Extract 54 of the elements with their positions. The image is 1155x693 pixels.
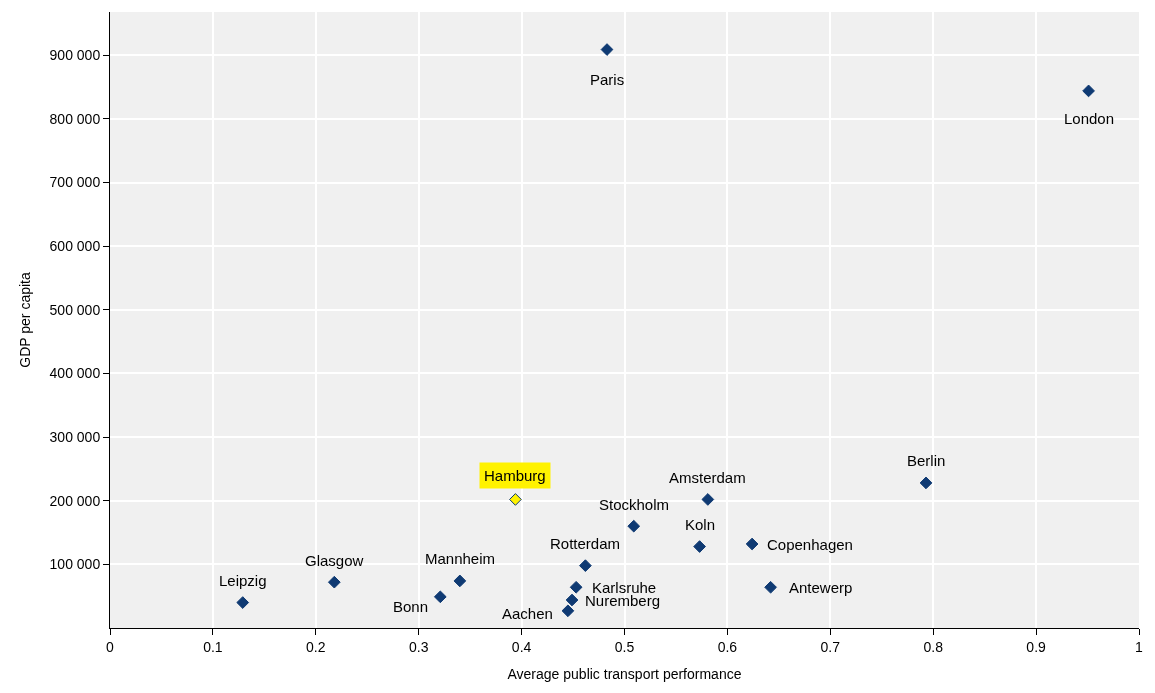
point: [561, 604, 575, 618]
y-tick-label: 800 000: [49, 110, 101, 127]
point: [565, 593, 579, 607]
y-tick-label: 500 000: [49, 301, 101, 318]
x-tick-label: 0.7: [820, 638, 841, 655]
y-tick-label: 900 000: [49, 47, 101, 64]
point: [453, 574, 467, 588]
point: [327, 575, 341, 589]
y-tick-label: 200 000: [49, 492, 101, 509]
point: [627, 519, 641, 533]
point: [579, 559, 592, 572]
x-axis-title: Average public transport performance: [507, 666, 742, 683]
point: [509, 493, 522, 506]
annotation: London: [1064, 110, 1115, 127]
y-axis-title: GDP per capita: [17, 272, 34, 368]
x-tick-label: 0: [106, 638, 115, 655]
x-tick-label: 0.3: [408, 638, 429, 655]
y-tick-label: 300 000: [49, 428, 101, 445]
annotation: Amsterdam: [669, 469, 746, 486]
annotation: Mannheim: [425, 550, 496, 567]
x-tick-label: 0.4: [511, 638, 532, 655]
annotation: Koln: [685, 516, 716, 533]
point: [919, 476, 933, 490]
x-tick-label: 0.1: [203, 638, 223, 655]
annotation: Glasgow: [305, 552, 364, 569]
point: [693, 540, 706, 553]
point: [1082, 84, 1095, 98]
y-tick-label: 400 000: [49, 365, 101, 382]
x-tick-label: 1: [1135, 638, 1144, 655]
annotation: Bonn: [393, 598, 429, 615]
x-tick-label: 0.6: [717, 638, 738, 655]
point: [569, 580, 583, 594]
annotation: Paris: [590, 71, 625, 88]
y-tick-label: 600 000: [49, 238, 101, 255]
point: [433, 590, 447, 604]
point: [236, 596, 250, 609]
point: [764, 580, 777, 594]
y-tick-label: 100 000: [49, 556, 101, 573]
point: [600, 43, 614, 56]
x-tick-label: 0.9: [1026, 638, 1047, 655]
annotation: Stockholm: [599, 496, 670, 513]
point: [745, 537, 759, 551]
annotation: Antewerp: [789, 579, 853, 596]
annotation: Berlin: [907, 452, 946, 469]
annotation: Copenhagen: [767, 536, 853, 553]
x-tick-label: 0.8: [923, 638, 944, 655]
point: [701, 493, 715, 506]
annotation: Rotterdam: [550, 535, 621, 552]
y-tick-label: 700 000: [49, 174, 101, 191]
annotation: Aachen: [502, 605, 553, 622]
annotation: Hamburg: [484, 467, 546, 484]
x-tick-label: 0.5: [614, 638, 635, 655]
annotation: Leipzig: [219, 572, 267, 589]
x-tick-label: 0.2: [306, 638, 326, 655]
